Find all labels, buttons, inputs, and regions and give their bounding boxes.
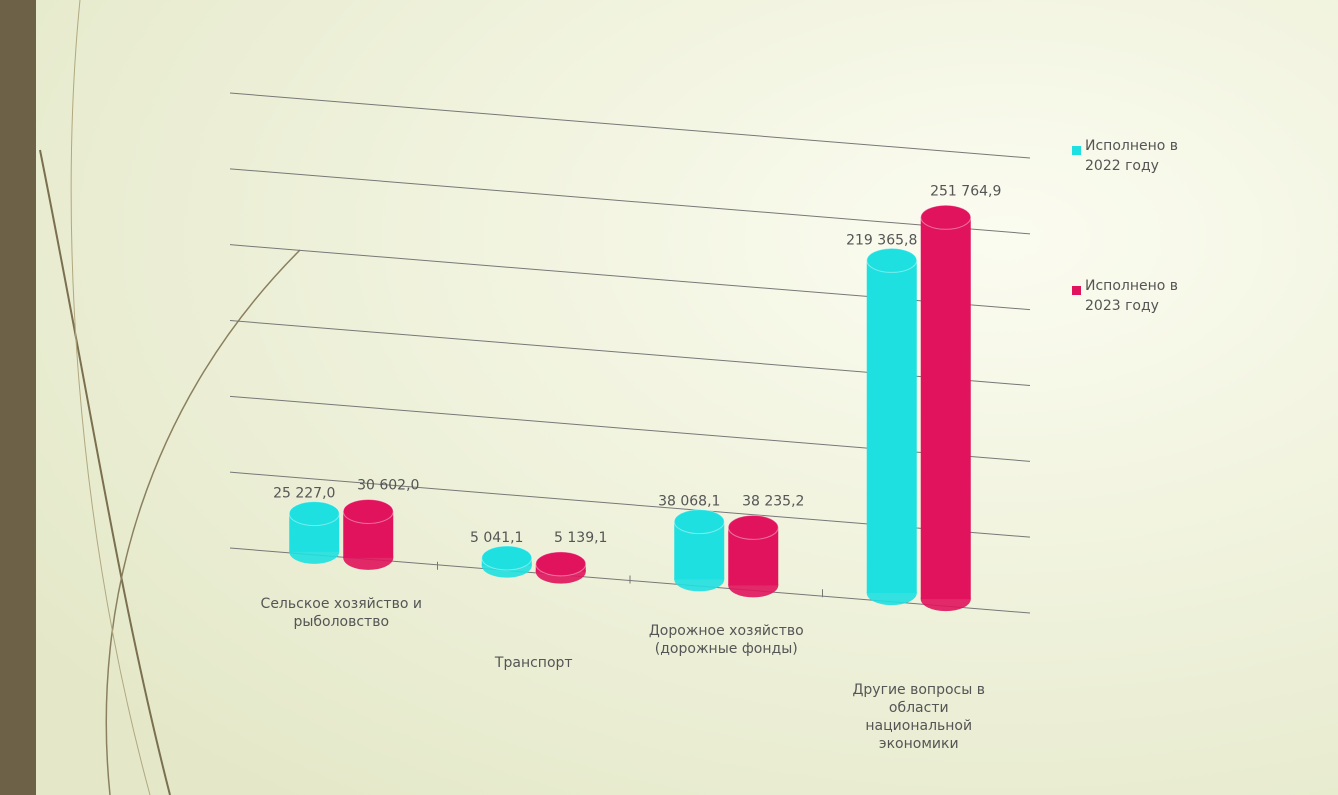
grid-line [229, 92, 1031, 159]
bar-top [920, 204, 972, 230]
x-tick-label: Другие вопросы в области национальной эк… [852, 682, 985, 753]
value-label: 38 235,2 [742, 493, 804, 509]
x-tick-label-box: Транспорт [494, 654, 573, 671]
grid-line [229, 168, 1031, 235]
bar-top [727, 514, 779, 540]
x-tick-label: Сельское хозяйство и рыболовство [260, 595, 422, 630]
value-label: 251 764,9 [930, 183, 1001, 199]
value-label: 30 602,0 [357, 477, 419, 493]
decor-curve [70, 0, 151, 795]
bar [920, 217, 971, 600]
legend-label: Исполнено в 2023 году [1085, 278, 1179, 314]
side-bar [0, 0, 36, 795]
value-label: 5 041,1 [470, 530, 523, 546]
bar [866, 260, 917, 594]
bar-top [342, 498, 394, 524]
legend-label-box: Исполнено в 2023 году [1085, 278, 1179, 314]
decor-curve [105, 249, 301, 795]
x-tick-label-box: Сельское хозяйство и рыболовство [260, 595, 422, 630]
legend-label: Исполнено в 2022 году [1085, 138, 1179, 174]
x-tick-label-box: Другие вопросы в области национальной эк… [852, 682, 985, 753]
value-label: 38 068,1 [658, 494, 720, 510]
x-tick-label-box: Дорожное хозяйство (дорожные фонды) [648, 623, 804, 658]
legend-swatch [1072, 286, 1081, 295]
x-tick-label: Дорожное хозяйство (дорожные фонды) [648, 623, 804, 658]
legend-swatch [1072, 146, 1081, 155]
plot: Сельское хозяйство и рыболовство 25 227,0… [229, 92, 1179, 753]
x-tick-label: Транспорт [494, 654, 573, 671]
bar-top [673, 509, 725, 535]
value-label: 5 139,1 [554, 530, 607, 546]
legend-label-box: Исполнено в 2022 году [1085, 138, 1179, 174]
bar-top [866, 247, 918, 273]
bar-top [288, 501, 340, 527]
decor-curve [39, 149, 171, 795]
value-label: 25 227,0 [273, 486, 335, 502]
bar-top [481, 545, 533, 571]
bar-top [535, 551, 587, 577]
value-label: 219 365,8 [846, 232, 917, 248]
